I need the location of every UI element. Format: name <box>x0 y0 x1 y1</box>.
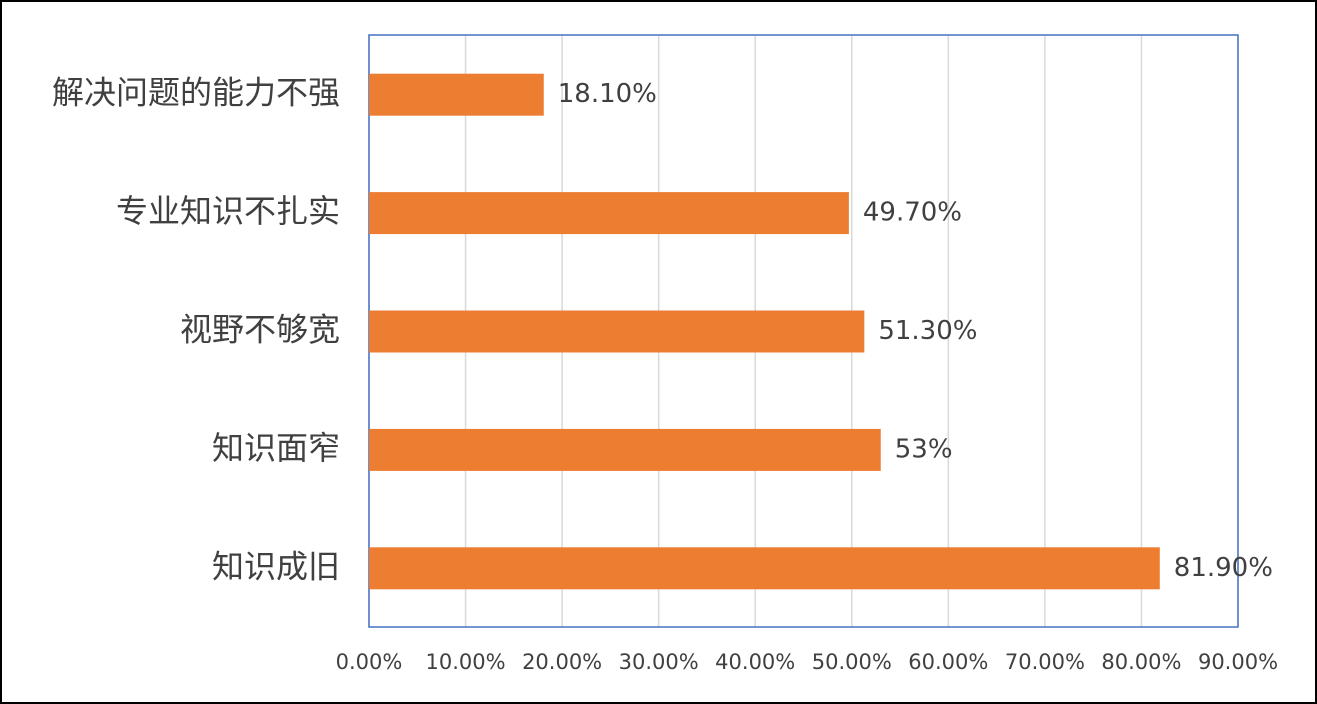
x-tick-label: 80.00% <box>1101 650 1181 674</box>
y-tick-label: 视野不够宽 <box>180 311 340 349</box>
bar <box>369 310 865 353</box>
x-tick-label: 20.00% <box>522 650 602 674</box>
y-tick-label: 专业知识不扎实 <box>116 192 340 230</box>
x-tick-label: 10.00% <box>426 650 506 674</box>
x-tick-label: 90.00% <box>1198 650 1278 674</box>
bar <box>369 547 1160 590</box>
x-tick-label: 30.00% <box>619 650 699 674</box>
bar <box>369 428 881 471</box>
y-tick-label: 解决问题的能力不强 <box>52 74 340 112</box>
x-tick-label: 70.00% <box>1005 650 1085 674</box>
bar <box>369 73 544 116</box>
value-label: 53% <box>895 434 953 464</box>
x-tick-label: 50.00% <box>812 650 892 674</box>
value-label: 49.70% <box>863 198 962 228</box>
x-tick-label: 40.00% <box>715 650 795 674</box>
x-tick-label: 60.00% <box>908 650 988 674</box>
value-label: 51.30% <box>878 316 977 346</box>
bar <box>369 192 849 235</box>
value-label: 81.90% <box>1174 553 1273 583</box>
value-label: 18.10% <box>558 79 657 109</box>
y-tick-label: 知识成旧 <box>212 547 340 585</box>
x-tick-label: 0.00% <box>336 650 403 674</box>
y-tick-label: 知识面窄 <box>212 429 340 467</box>
